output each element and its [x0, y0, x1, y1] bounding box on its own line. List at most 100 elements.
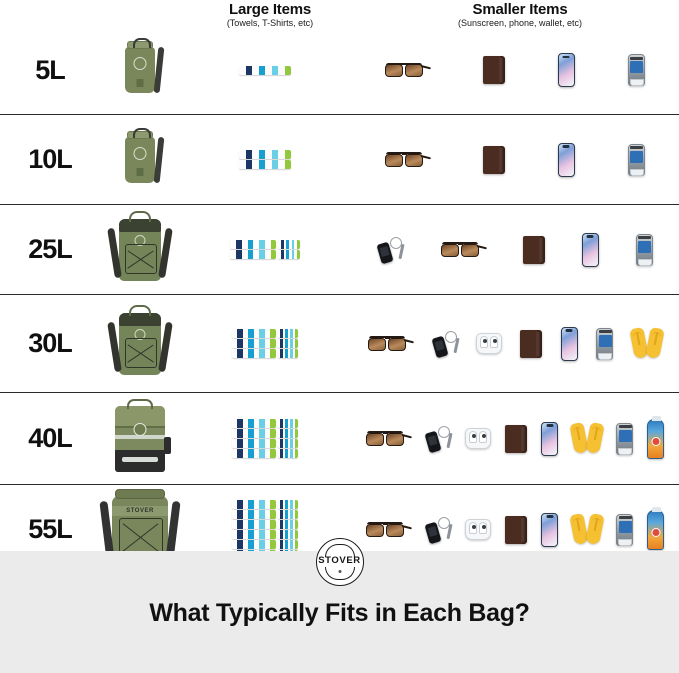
dry-bag-image [125, 127, 165, 183]
towel-stack [231, 329, 298, 358]
wallet-image [505, 424, 527, 453]
stover-logo-icon: STOVER [315, 538, 364, 586]
wallet-image [522, 235, 545, 264]
towel-row [231, 449, 298, 458]
wallet-image [483, 145, 506, 174]
bag-emblem [133, 146, 147, 160]
towel [231, 449, 276, 458]
bag-handle [133, 127, 151, 138]
dry-bag-image [125, 38, 165, 94]
sunglasses-image [365, 520, 412, 540]
large-items-cell [180, 150, 350, 169]
keys-image [424, 516, 453, 544]
large-items-title: Large Items [229, 1, 311, 18]
phone-image [581, 232, 599, 267]
towel-row [230, 250, 300, 259]
towel [277, 520, 298, 529]
towel [239, 65, 291, 75]
towel-row [231, 540, 298, 549]
bag-emblem [133, 57, 147, 71]
towel-row [231, 510, 298, 519]
bag-bungee-cord [118, 517, 164, 556]
towel-row [239, 160, 291, 169]
phone-image [541, 512, 558, 547]
bag-handle [129, 304, 151, 316]
towel [277, 439, 298, 448]
towel [277, 530, 298, 539]
capacity-row: 10L [0, 114, 679, 204]
sunglasses-image [367, 334, 415, 354]
backpack-image [107, 304, 173, 375]
bag-cell [100, 304, 180, 375]
capacity-row: 30L [0, 294, 679, 392]
bag-mark [136, 168, 144, 177]
large-items-subtitle: (Towels, T-Shirts, etc) [226, 18, 314, 28]
capacity-row: 25L [0, 204, 679, 294]
bag-brand-band [112, 506, 168, 517]
towel-stack [239, 150, 291, 169]
smaller-items-cell [350, 53, 679, 87]
smaller-items-cell [350, 506, 679, 550]
bag-handle [127, 398, 153, 409]
towel [277, 429, 298, 438]
wallet-image [483, 56, 506, 84]
towel-row [231, 520, 298, 529]
towel [277, 510, 298, 519]
sunglasses-image [440, 240, 487, 260]
wallet-image [520, 329, 543, 358]
large-items-cell [180, 419, 350, 458]
bag-roll-top [127, 41, 153, 49]
keys-image [375, 236, 405, 264]
large-items-cell [180, 240, 350, 259]
sunscreen-spray-image [647, 415, 664, 459]
smaller-items-cell [350, 142, 679, 177]
towel [277, 449, 298, 458]
bag-cell [100, 38, 180, 94]
sunscreen-tube-image [627, 143, 645, 176]
towel [230, 240, 277, 249]
towel [231, 510, 276, 519]
towel-row [231, 429, 298, 438]
bag-size-label: 5L [35, 54, 66, 85]
towel [277, 419, 298, 428]
sunglasses-image [365, 429, 412, 449]
towel-row [239, 150, 291, 159]
smaller-items-subtitle: (Sunscreen, phone, wallet, etc) [457, 18, 583, 28]
logo-arc-bottom [324, 567, 355, 580]
towel-row [231, 500, 298, 509]
towel [278, 250, 300, 259]
flip-flops-image [569, 421, 605, 455]
towel-stack [230, 240, 300, 259]
bag-lid [119, 312, 161, 327]
bag-bungee-cord [124, 243, 158, 275]
towel [231, 520, 276, 529]
bag-base-stripe [122, 456, 158, 462]
logo-brand-text: STOVER [318, 555, 361, 566]
towel-row [231, 329, 298, 338]
phone-image [557, 142, 575, 177]
phone-image [557, 53, 575, 87]
towel-row [231, 530, 298, 539]
towel [239, 160, 291, 169]
flip-flops-image [629, 326, 665, 360]
towel [231, 429, 276, 438]
bag-shoulder-strap-right [158, 322, 173, 373]
sunscreen-tube-image [616, 422, 633, 455]
sunscreen-tube-image [627, 54, 645, 86]
capacity-row: 40L [0, 392, 679, 484]
bag-shoulder-strap-right [158, 228, 173, 279]
bag-size-label: 25L [28, 234, 73, 264]
towel [231, 419, 276, 428]
smaller-items-cell [350, 415, 679, 459]
cooler-backpack-image [115, 398, 171, 472]
sunglasses-image [384, 60, 432, 80]
bag-mark [136, 78, 144, 87]
towel [231, 329, 276, 338]
column-header-smaller-items: Smaller Items (Sunscreen, phone, wallet,… [400, 2, 640, 29]
bag-strap [153, 136, 165, 183]
sunscreen-tube-image [596, 327, 614, 360]
bag-reflective-stripe [115, 434, 165, 439]
towel-row [230, 240, 300, 249]
bag-cell [100, 398, 180, 472]
